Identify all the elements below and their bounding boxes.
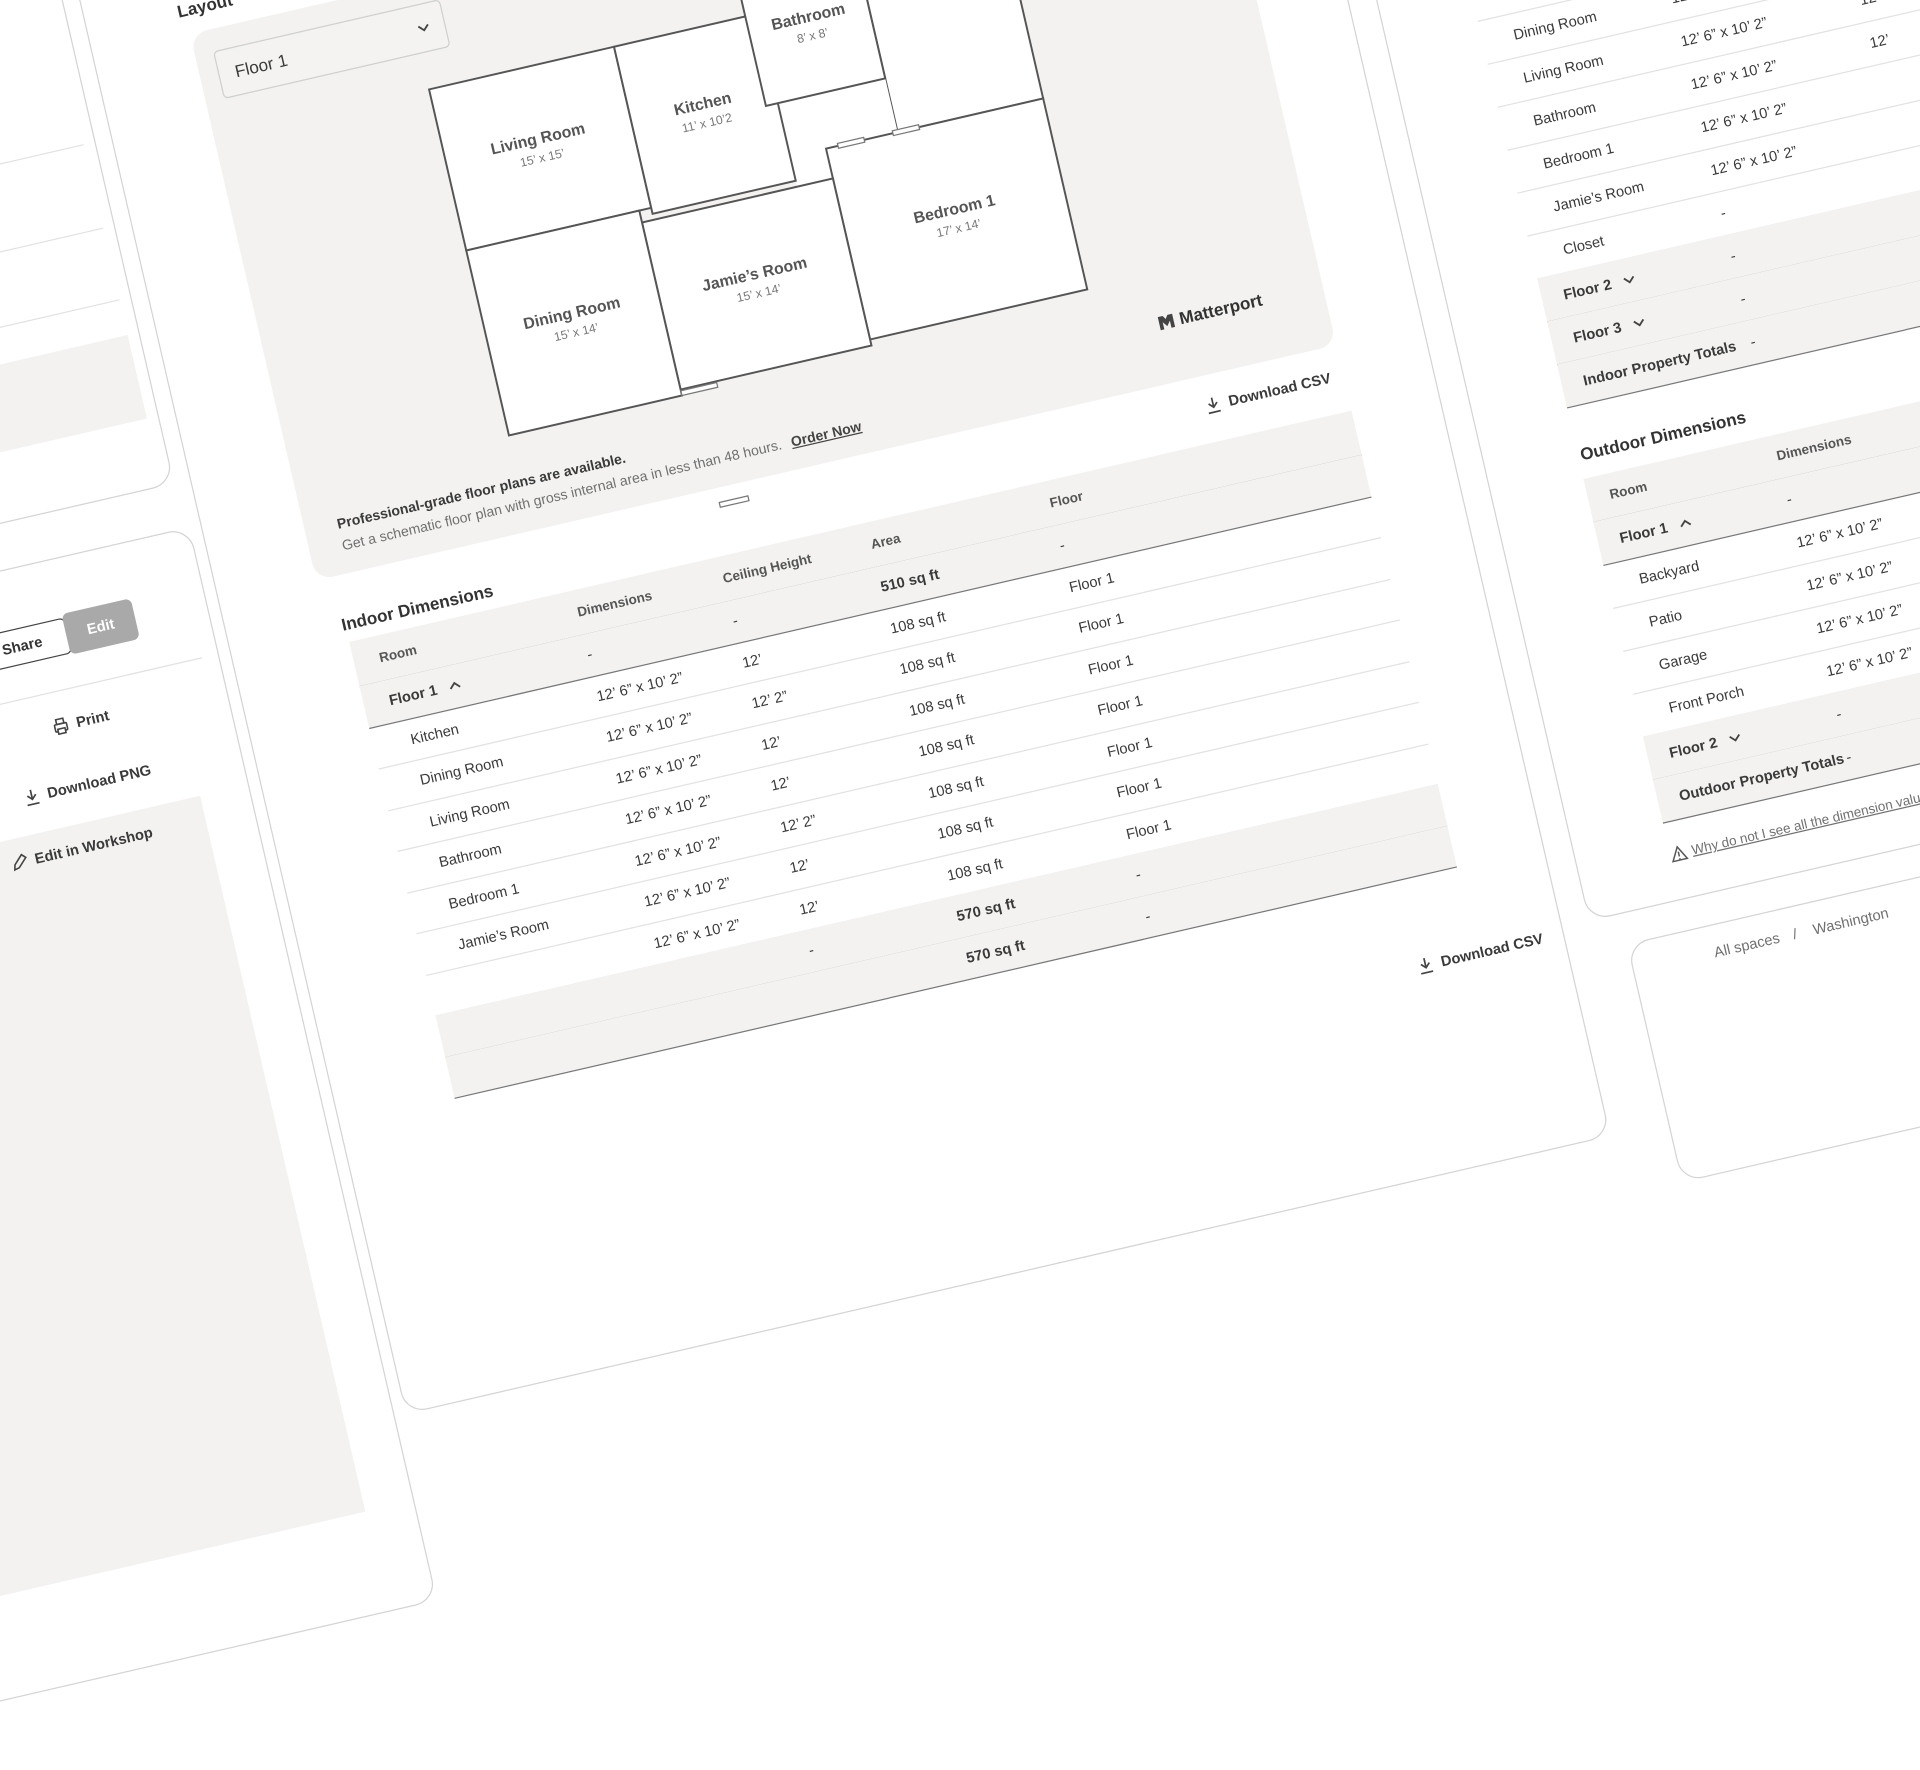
download-icon: [1208, 397, 1221, 415]
room: [465, 209, 684, 437]
pencil-icon: [14, 853, 27, 872]
chevron-down: [1729, 734, 1740, 742]
chevron-down: [1623, 275, 1635, 284]
download-icon: [1420, 957, 1434, 975]
chevron-up: [1680, 519, 1692, 528]
room: [640, 177, 873, 391]
warning-icon: [1672, 845, 1689, 863]
chevron-down: [1633, 318, 1645, 327]
room: [734, 0, 887, 108]
door: [718, 495, 750, 509]
matterport-logo: [1157, 313, 1176, 331]
chevron-up: [449, 681, 461, 690]
room-size: 8’ x 8’: [796, 25, 830, 46]
door: [891, 124, 921, 137]
print-icon: [53, 717, 69, 736]
chevron-down: [417, 23, 429, 32]
door: [836, 136, 866, 149]
door: [680, 381, 719, 397]
download-icon: [26, 789, 40, 807]
